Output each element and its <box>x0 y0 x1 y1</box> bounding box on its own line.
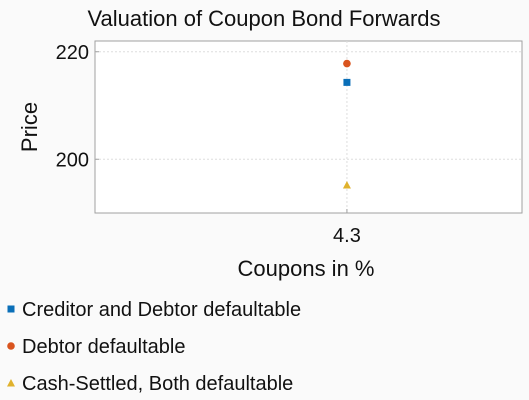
legend-item: Cash-Settled, Both defaultable <box>7 373 293 395</box>
data-point-circle <box>343 60 351 68</box>
legend-label: Creditor and Debtor defaultable <box>22 299 301 321</box>
plot-frame <box>95 41 522 213</box>
legend-marker-square <box>8 306 15 313</box>
y-axis-label: Price <box>17 102 42 152</box>
data-point-square <box>343 79 350 86</box>
chart-title: Valuation of Coupon Bond Forwards <box>87 6 440 31</box>
x-axis-label: Coupons in % <box>238 256 375 281</box>
y-tick-label: 200 <box>56 149 89 171</box>
legend-item: Debtor defaultable <box>7 336 185 358</box>
x-tick-label: 4.3 <box>333 225 361 247</box>
legend-label: Cash-Settled, Both defaultable <box>22 373 293 395</box>
legend-label: Debtor defaultable <box>22 336 185 358</box>
legend-marker-circle <box>7 342 15 350</box>
y-tick-label: 220 <box>56 42 89 64</box>
legend-item: Creditor and Debtor defaultable <box>8 299 302 321</box>
